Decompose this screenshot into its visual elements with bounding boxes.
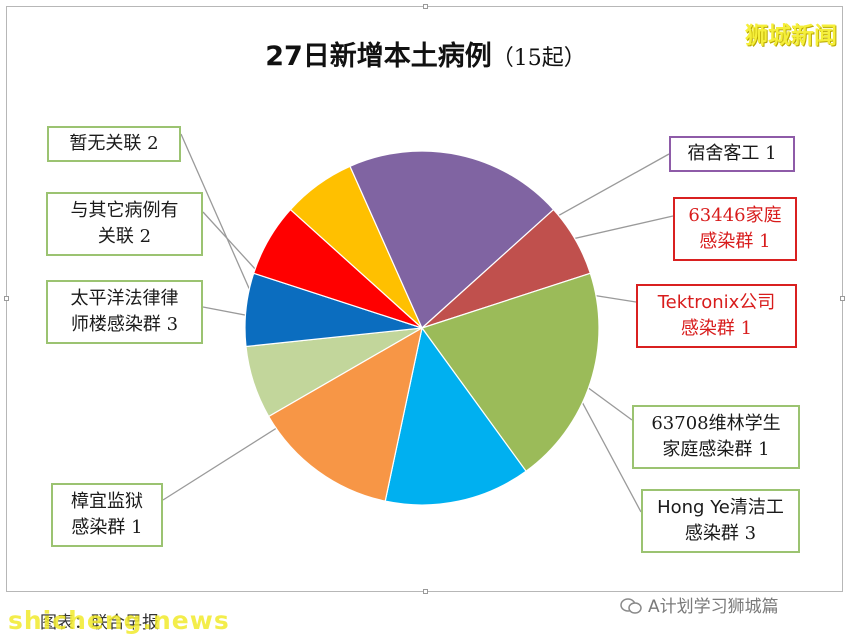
label-changi-line1: 樟宜监狱 [71,491,143,512]
label-no-known-link: 暂无关联 2 [47,126,181,162]
label-pacific-law-firm-cluster: 太平洋法律律 师楼感染群 3 [46,280,203,344]
chart-title: 27日新增本土病例（15起） [0,34,851,73]
label-linked-to-other-cases: 与其它病例有 关联 2 [46,192,203,256]
label-63708-student-household-cluster: 63708维林学生 家庭感染群 1 [632,405,800,469]
pie-slices [244,150,600,506]
label-no-link-line1: 暂无关联 2 [69,133,159,154]
label-63708-line1: 63708维林学生 [651,413,781,434]
label-linked-line1: 与其它病例有 [70,200,179,221]
pie-slice [349,150,555,329]
pie-slice [421,272,600,473]
wechat-icon [620,598,642,614]
watermark-bottom-right: A计划学习狮城篇 [620,592,779,617]
label-tektronix-line2: 感染群 1 [680,318,753,339]
label-hong-ye-cleaners-cluster: Hong Ye清洁工 感染群 3 [641,489,800,553]
label-63446-line1: 63446家庭 [688,205,782,226]
watermark-bottom-right-text: A计划学习狮城篇 [648,597,779,617]
label-dormitory-workers: 宿舍客工 1 [669,136,795,172]
label-dormitory-workers-line1: 宿舍客工 1 [687,143,777,164]
label-pacific-line1: 太平洋法律律 [70,288,179,309]
label-tektronix-line1: Tektronix公司 [657,292,776,313]
pie-slice [384,326,527,506]
label-tektronix-cluster: Tektronix公司 感染群 1 [636,284,797,348]
resize-handle-top[interactable] [423,4,428,9]
label-changi-prison-cluster: 樟宜监狱 感染群 1 [51,483,163,547]
chart-title-main: 27日新增本土病例 [265,41,492,72]
resize-handle-right[interactable] [840,296,845,301]
chart-source-caption: 图表：联合早报 [40,613,159,633]
label-hong-ye-line2: 感染群 3 [684,523,757,544]
label-linked-line2: 关联 2 [97,226,152,247]
label-changi-line2: 感染群 1 [71,517,143,538]
chart-title-subtitle: （15起） [491,46,586,71]
label-63708-line2: 家庭感染群 1 [662,439,770,460]
resize-handle-left[interactable] [4,296,9,301]
watermark-bottom-left: shicheng.news [8,606,230,635]
watermark-top-right: 狮城新闻 [745,23,837,49]
pie-slice [267,326,423,502]
label-63446-household-cluster: 63446家庭 感染群 1 [673,197,797,261]
label-pacific-line2: 师楼感染群 3 [70,314,179,335]
resize-handle-bottom[interactable] [423,589,428,594]
label-63446-line2: 感染群 1 [699,231,771,252]
label-hong-ye-line1: Hong Ye清洁工 [657,497,784,518]
